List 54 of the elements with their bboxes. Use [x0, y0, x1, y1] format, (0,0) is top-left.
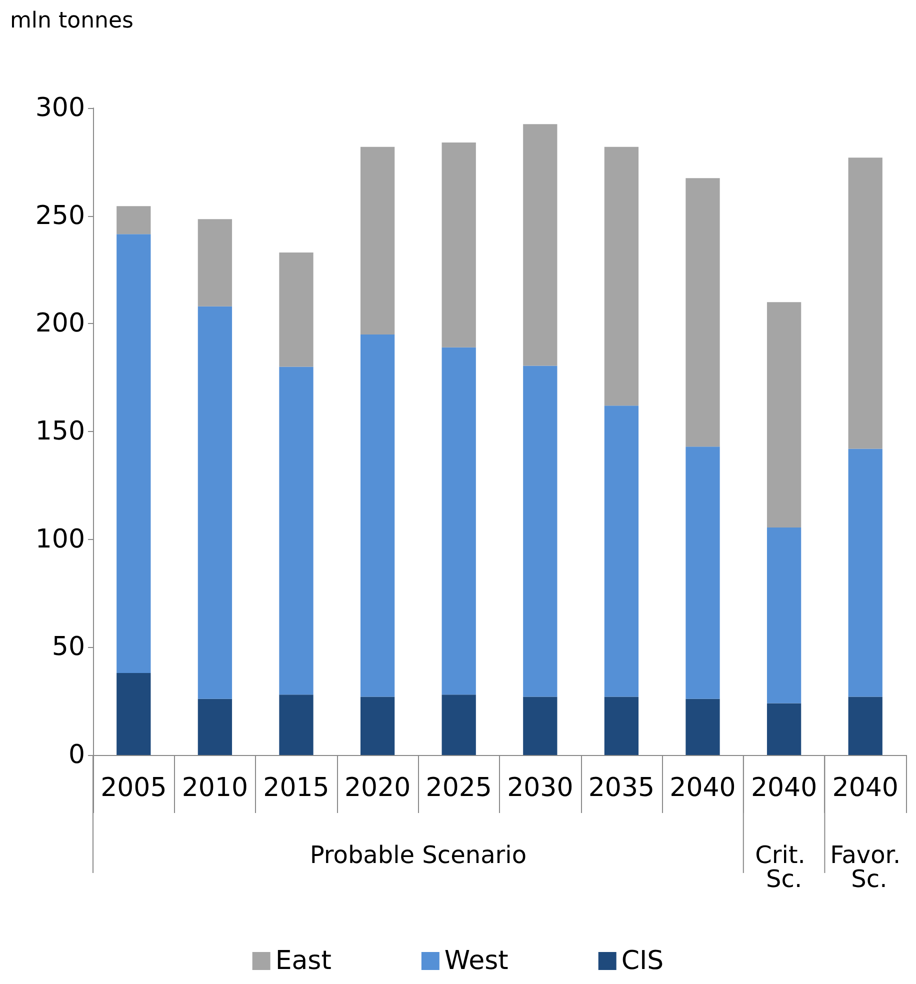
x-tick-label: 2020	[344, 773, 411, 803]
x-tick-label: 2040	[832, 773, 898, 803]
bar	[360, 146, 395, 334]
bar	[766, 703, 802, 755]
bar	[360, 334, 395, 697]
bar	[604, 406, 639, 697]
text: Favor. Sc.	[830, 841, 901, 893]
x-tick-label: 2005	[100, 773, 167, 803]
x-tick-label: 2040	[670, 773, 736, 803]
x-tick-label: 2040	[750, 773, 818, 803]
bar	[686, 698, 720, 755]
x-tick-label: 2035	[588, 773, 655, 803]
legend-label: CIS	[621, 946, 664, 976]
y-tick-label: 100	[35, 524, 85, 554]
bar	[198, 306, 232, 699]
bar	[848, 448, 882, 697]
bar	[604, 146, 639, 406]
y-tick-label: 0	[68, 740, 85, 770]
bar	[766, 527, 802, 704]
x-tick-label: 2010	[182, 773, 248, 803]
bar	[360, 696, 395, 755]
bar	[523, 124, 558, 366]
bar	[686, 446, 720, 699]
bar	[604, 696, 639, 755]
bar	[279, 366, 314, 695]
bar	[523, 696, 558, 755]
y-tick-label: 250	[35, 200, 85, 231]
y-tick-label: 200	[35, 308, 85, 339]
bar	[523, 366, 558, 697]
text: Probable Scenario	[310, 841, 527, 869]
bar	[198, 698, 232, 755]
bar	[116, 206, 151, 234]
y-tick-label: 300	[35, 93, 85, 123]
text: Crit. Sc.	[755, 841, 814, 893]
bar	[198, 219, 232, 306]
bar	[848, 696, 882, 755]
bar	[116, 673, 151, 755]
bar	[686, 178, 720, 447]
bar	[766, 302, 802, 528]
legend-label: East	[275, 946, 332, 976]
bar	[848, 158, 882, 449]
bar	[442, 694, 476, 755]
y-tick-label: 50	[52, 632, 85, 662]
bar	[442, 142, 476, 348]
legend-label: West	[444, 946, 508, 976]
y-axis-title: mln tonnes	[10, 8, 134, 34]
bar	[442, 347, 476, 695]
x-tick-label: 2015	[263, 773, 330, 803]
y-tick-label: 150	[35, 416, 85, 446]
x-tick-label: 2025	[426, 773, 492, 803]
bar	[116, 234, 151, 674]
bar	[279, 252, 314, 367]
bar	[279, 694, 314, 755]
x-tick-label: 2030	[507, 773, 574, 803]
